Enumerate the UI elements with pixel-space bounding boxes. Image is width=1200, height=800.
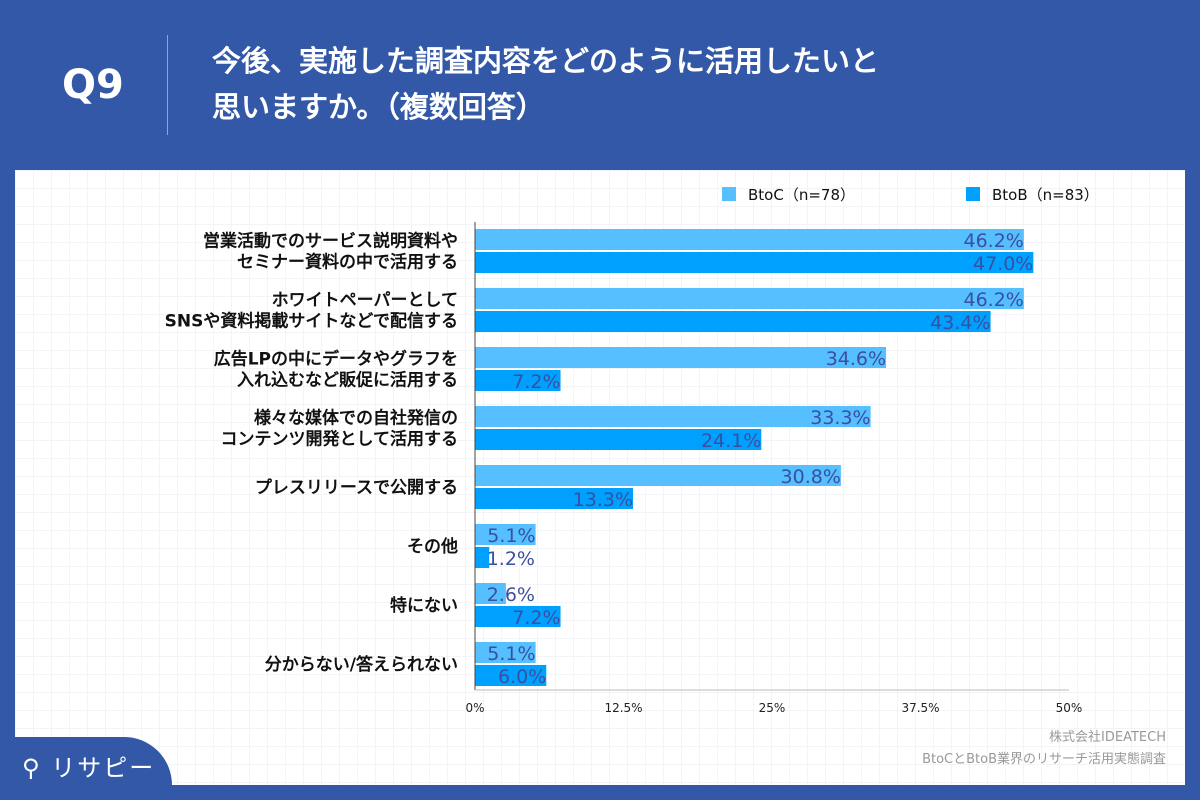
data-label: 43.4% xyxy=(930,312,990,334)
question-title: 今後、実施した調査内容をどのように活用したいと 思いますか。（複数回答） xyxy=(212,38,1112,130)
x-tick-label: 50% xyxy=(1056,701,1083,715)
category-label: ホワイトペーパーとして xyxy=(272,291,458,311)
data-label: 46.2% xyxy=(963,289,1023,311)
category-label: 様々な媒体での自社発信の xyxy=(254,408,458,429)
data-label: 2.6% xyxy=(487,584,535,606)
data-label: 34.6% xyxy=(826,348,886,370)
logo-tab xyxy=(0,737,172,800)
data-label: 1.2% xyxy=(487,548,535,570)
data-label: 6.0% xyxy=(498,666,546,688)
bar xyxy=(475,311,991,332)
bar xyxy=(475,229,1024,250)
bar xyxy=(475,524,536,545)
title-line-2: 思いますか。（複数回答） xyxy=(212,90,545,124)
x-tick-label: 37.5% xyxy=(901,701,939,715)
category-label: コンテンツ開発として活用する xyxy=(221,429,459,450)
data-label: 5.1% xyxy=(487,643,535,665)
bar xyxy=(475,406,871,427)
bar xyxy=(475,642,536,663)
bar xyxy=(475,347,887,368)
bar xyxy=(475,488,634,509)
category-label: セミナー資料の中で活用する xyxy=(237,252,458,273)
data-label: 7.2% xyxy=(512,371,560,393)
legend-label: BtoB（n=83） xyxy=(992,186,1099,204)
data-label: 13.3% xyxy=(573,489,633,511)
legend-label: BtoC（n=78） xyxy=(748,186,855,204)
data-label: 46.2% xyxy=(963,230,1023,252)
legend-swatch xyxy=(722,187,736,201)
data-label: 33.3% xyxy=(810,407,870,429)
title-line-1: 今後、実施した調査内容をどのように活用したいと xyxy=(212,44,880,78)
category-label: 特にない xyxy=(390,595,458,616)
data-label: 47.0% xyxy=(973,253,1033,275)
bar xyxy=(475,370,561,391)
bar xyxy=(475,665,547,686)
category-label: SNSや資料掲載サイトなどで配信する xyxy=(165,311,458,332)
category-label: 広告LPの中にデータやグラフを xyxy=(214,349,458,370)
survey-name: BtoCとBtoB業界のリサーチ活用実態調査 xyxy=(922,752,1166,767)
data-label: 5.1% xyxy=(487,525,535,547)
bar xyxy=(475,429,762,450)
legend-swatch xyxy=(966,187,980,201)
question-number: Q9 xyxy=(62,62,124,108)
data-label: 24.1% xyxy=(701,430,761,452)
bar xyxy=(475,288,1024,309)
pin-icon: ⚲ xyxy=(22,754,42,782)
x-tick-label: 12.5% xyxy=(604,701,642,715)
category-label: その他 xyxy=(407,536,458,557)
bar xyxy=(475,465,841,486)
x-tick-label: 25% xyxy=(759,701,786,715)
data-label: 7.2% xyxy=(512,607,560,629)
category-label: 入れ込むなど販促に活用する xyxy=(237,370,458,391)
bar xyxy=(475,547,490,568)
category-label: 分からない/答えられない xyxy=(265,654,458,675)
header-divider xyxy=(167,35,168,135)
bar xyxy=(475,252,1034,273)
risapi-logo: ⚲ リサピー xyxy=(22,754,156,782)
company-credit: 株式会社IDEATECH xyxy=(1049,730,1166,745)
category-label: プレスリリースで公開する xyxy=(255,477,458,498)
x-tick-label: 0% xyxy=(465,701,484,715)
bar xyxy=(475,606,561,627)
bar xyxy=(475,583,506,604)
category-label: 営業活動でのサービス説明資料や xyxy=(203,231,458,252)
data-label: 30.8% xyxy=(781,466,841,488)
